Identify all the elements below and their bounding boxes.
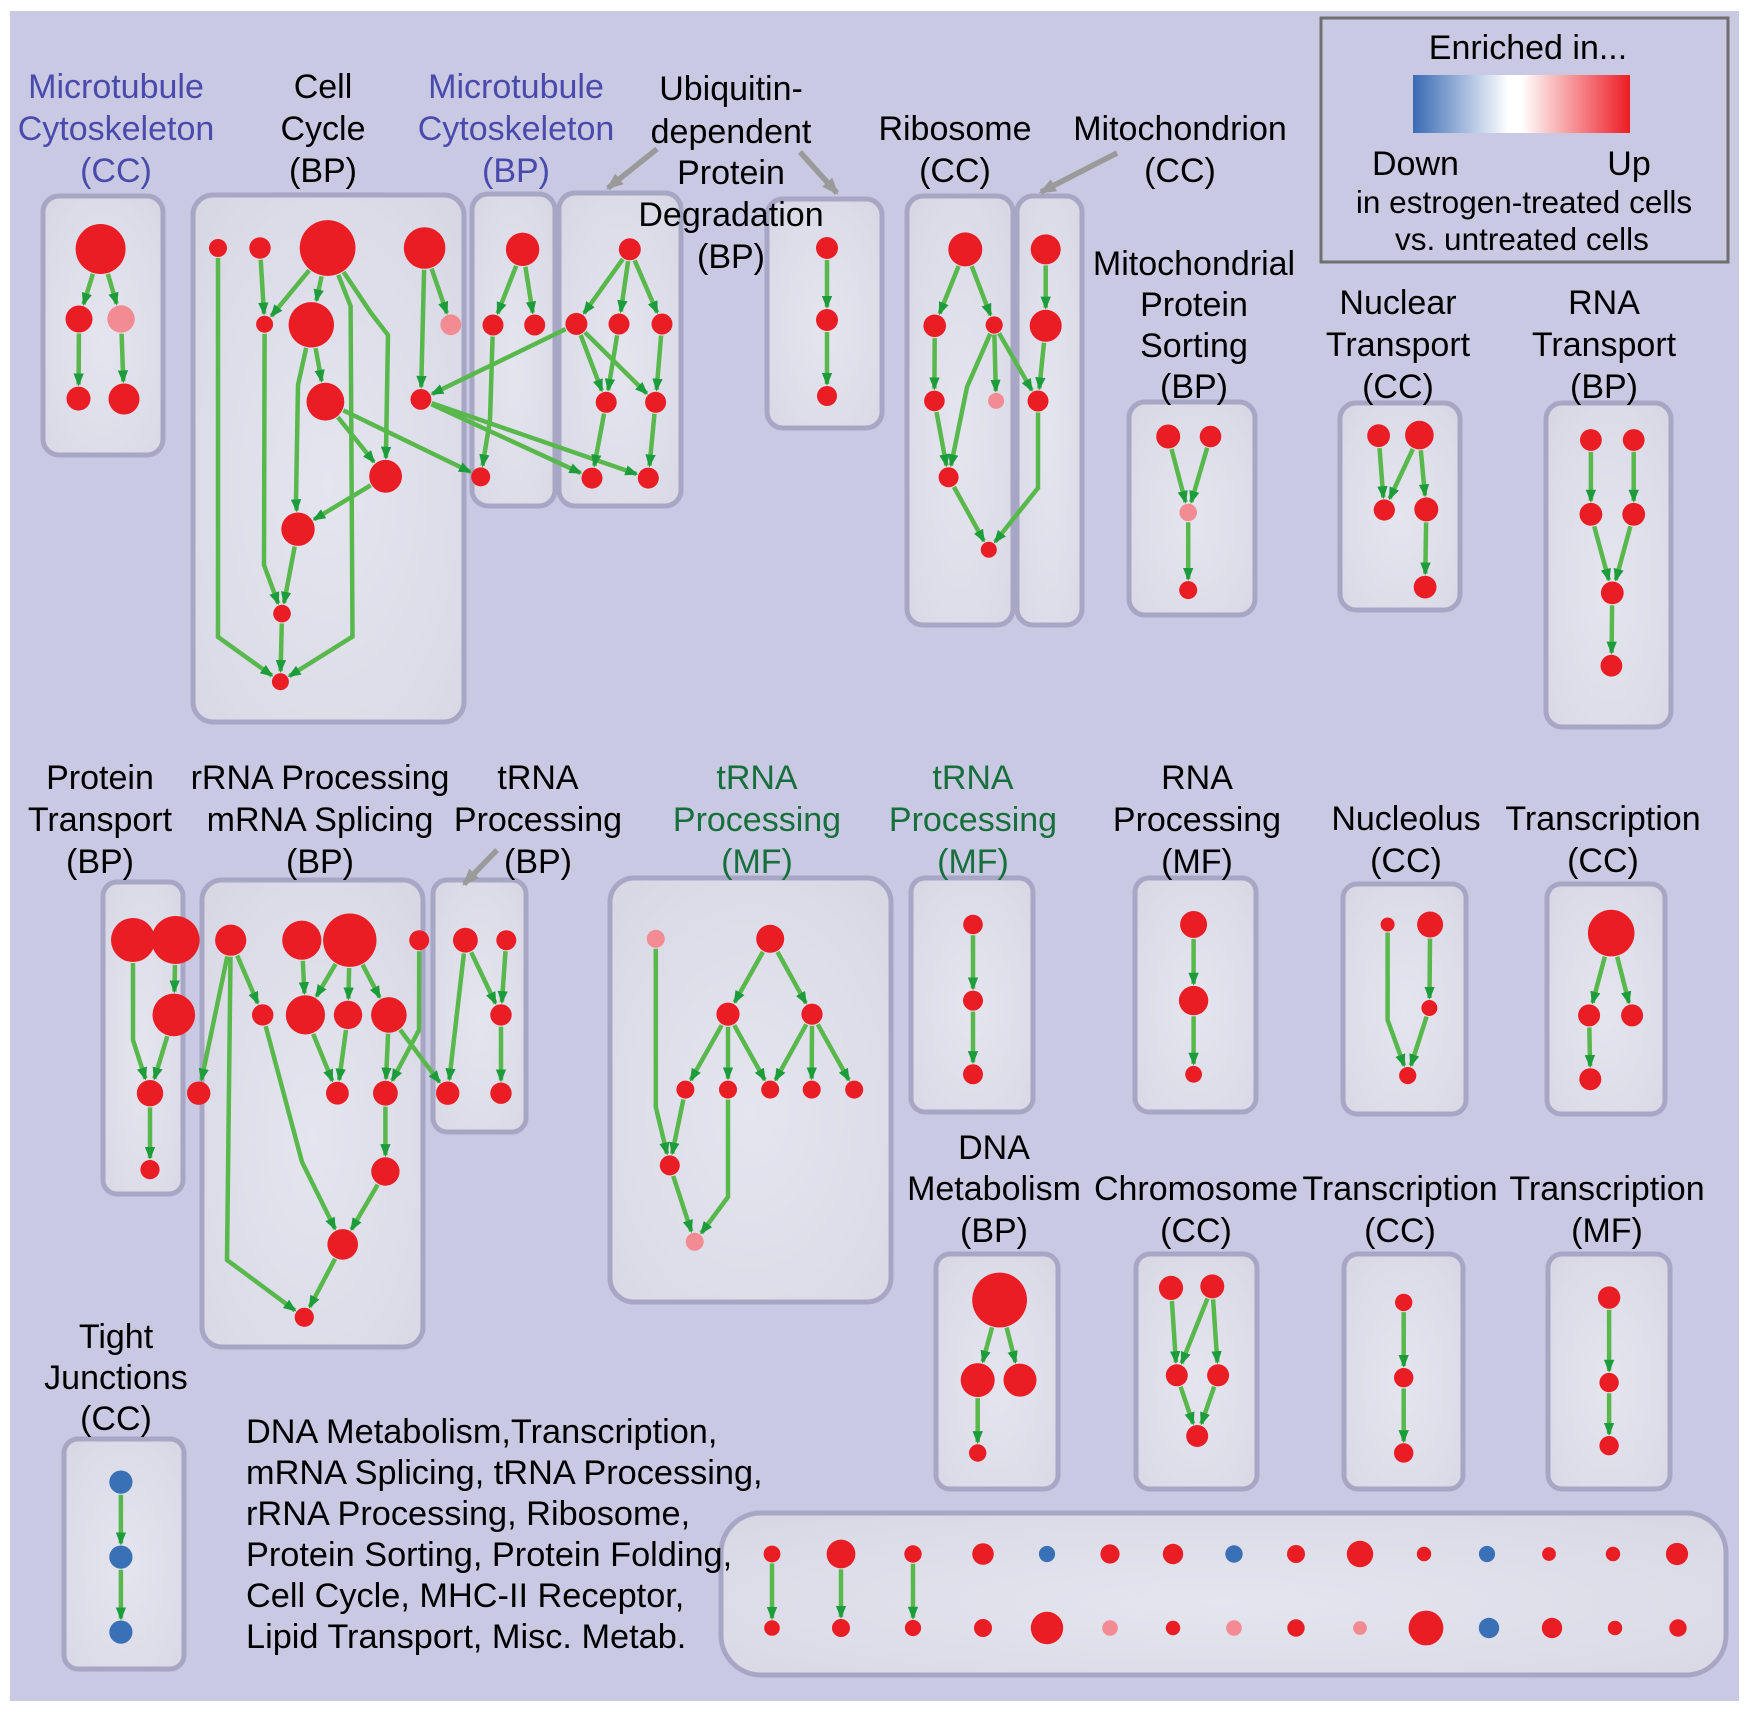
svg-text:Lipid Transport, Misc. Metab.: Lipid Transport, Misc. Metab. [246, 1618, 686, 1656]
svg-text:Junctions: Junctions [44, 1359, 188, 1397]
svg-text:(BP): (BP) [286, 843, 354, 881]
svg-text:Processing: Processing [454, 801, 622, 839]
svg-text:Ribosome: Ribosome [878, 110, 1031, 148]
svg-text:Enriched in...: Enriched in... [1429, 29, 1627, 67]
svg-text:Transport: Transport [1326, 326, 1471, 364]
svg-text:Transport: Transport [28, 801, 173, 839]
svg-text:Cycle: Cycle [280, 110, 365, 148]
svg-text:(MF): (MF) [721, 843, 793, 881]
svg-text:Protein: Protein [677, 154, 785, 192]
svg-text:(CC): (CC) [919, 152, 991, 190]
svg-text:Up: Up [1607, 145, 1650, 183]
svg-text:(CC): (CC) [1160, 1212, 1232, 1250]
svg-text:Cytoskeleton: Cytoskeleton [18, 110, 215, 148]
svg-text:(CC): (CC) [80, 152, 152, 190]
svg-text:Down: Down [1372, 145, 1459, 183]
svg-text:Protein: Protein [1140, 286, 1248, 324]
svg-text:in estrogen-treated cells: in estrogen-treated cells [1356, 184, 1692, 220]
svg-text:Mitochondrial: Mitochondrial [1093, 245, 1295, 283]
svg-text:(CC): (CC) [80, 1400, 152, 1438]
svg-text:Degradation: Degradation [638, 196, 823, 234]
svg-text:Protein: Protein [46, 759, 154, 797]
svg-text:Transport: Transport [1532, 326, 1677, 364]
svg-text:Mitochondrion: Mitochondrion [1073, 110, 1287, 148]
svg-text:(BP): (BP) [697, 238, 765, 276]
svg-text:Sorting: Sorting [1140, 327, 1248, 365]
svg-text:(CC): (CC) [1362, 368, 1434, 406]
svg-text:(CC): (CC) [1567, 842, 1639, 880]
svg-text:Ubiquitin-: Ubiquitin- [659, 70, 803, 108]
svg-text:(CC): (CC) [1364, 1212, 1436, 1250]
svg-text:DNA Metabolism,Transcription,: DNA Metabolism,Transcription, [246, 1413, 717, 1451]
svg-text:Microtubule: Microtubule [28, 68, 204, 106]
svg-text:Processing: Processing [1113, 801, 1281, 839]
svg-text:(BP): (BP) [960, 1212, 1028, 1250]
svg-text:Cytoskeleton: Cytoskeleton [418, 110, 615, 148]
svg-text:rRNA Processing, Ribosome,: rRNA Processing, Ribosome, [246, 1495, 690, 1533]
svg-text:(BP): (BP) [289, 152, 357, 190]
svg-text:RNA: RNA [1161, 759, 1233, 797]
svg-text:Processing: Processing [673, 801, 841, 839]
svg-text:Transcription: Transcription [1505, 800, 1700, 838]
svg-text:Processing: Processing [889, 801, 1057, 839]
svg-text:Nuclear: Nuclear [1339, 284, 1456, 322]
svg-text:(MF): (MF) [937, 843, 1009, 881]
svg-text:(BP): (BP) [66, 843, 134, 881]
svg-text:tRNA: tRNA [932, 759, 1014, 797]
svg-text:vs. untreated cells: vs. untreated cells [1395, 221, 1649, 257]
svg-text:(BP): (BP) [482, 152, 550, 190]
svg-text:Metabolism: Metabolism [907, 1170, 1081, 1208]
svg-text:DNA: DNA [958, 1129, 1030, 1167]
svg-text:mRNA Splicing: mRNA Splicing [207, 801, 434, 839]
svg-text:Protein Sorting, Protein Foldi: Protein Sorting, Protein Folding, [246, 1536, 732, 1574]
svg-text:tRNA: tRNA [716, 759, 798, 797]
svg-text:(CC): (CC) [1370, 842, 1442, 880]
svg-text:Cell: Cell [294, 68, 353, 106]
svg-text:(MF): (MF) [1571, 1212, 1643, 1250]
svg-text:RNA: RNA [1568, 284, 1640, 322]
svg-text:Tight: Tight [79, 1318, 154, 1356]
svg-text:dependent: dependent [651, 113, 812, 151]
svg-text:Chromosome: Chromosome [1094, 1170, 1298, 1208]
svg-text:(BP): (BP) [1570, 368, 1638, 406]
svg-text:mRNA Splicing, tRNA Processing: mRNA Splicing, tRNA Processing, [246, 1454, 763, 1492]
svg-text:Cell Cycle, MHC-II Receptor,: Cell Cycle, MHC-II Receptor, [246, 1577, 684, 1615]
svg-text:Nucleolus: Nucleolus [1331, 800, 1480, 838]
svg-text:(MF): (MF) [1161, 843, 1233, 881]
svg-text:tRNA: tRNA [497, 759, 579, 797]
svg-text:(CC): (CC) [1144, 152, 1216, 190]
svg-text:Microtubule: Microtubule [428, 68, 604, 106]
svg-text:(BP): (BP) [504, 843, 572, 881]
svg-text:Transcription: Transcription [1509, 1170, 1704, 1208]
svg-text:(BP): (BP) [1160, 368, 1228, 406]
svg-text:rRNA Processing: rRNA Processing [191, 759, 450, 797]
svg-text:Transcription: Transcription [1302, 1170, 1497, 1208]
